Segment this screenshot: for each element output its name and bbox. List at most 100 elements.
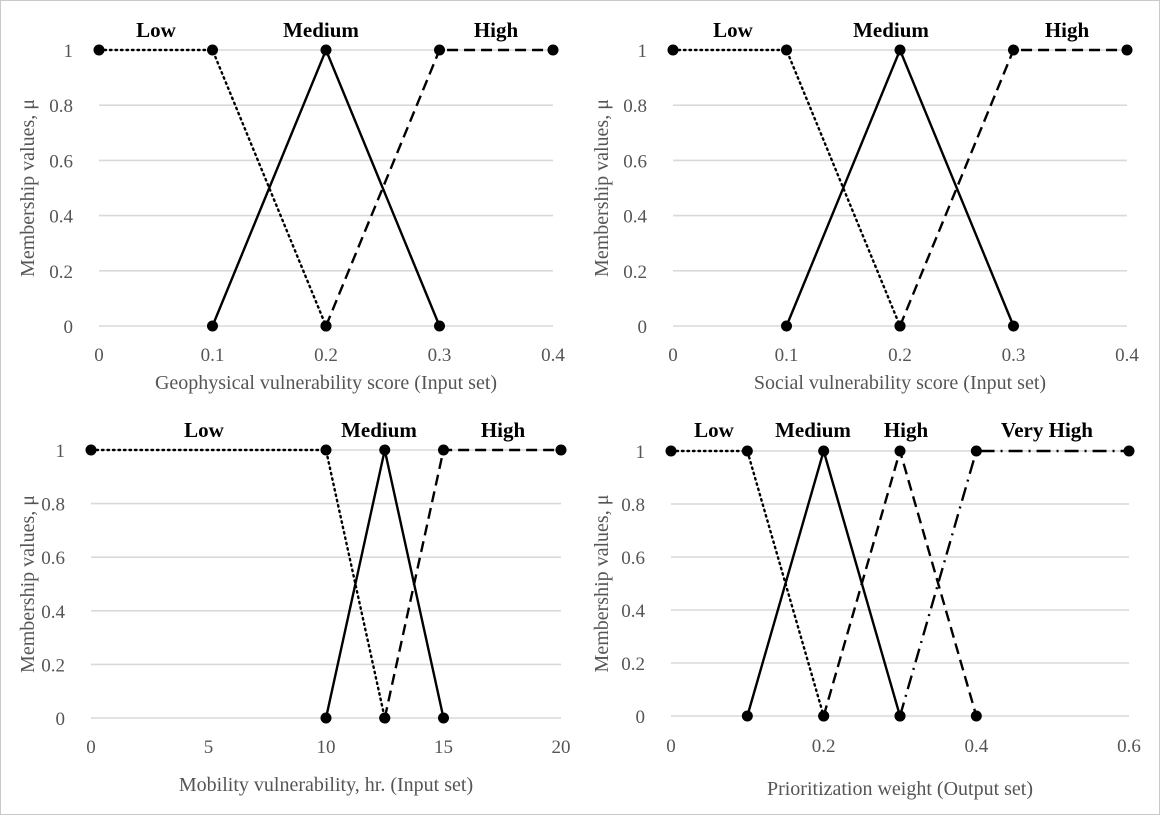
data-point bbox=[894, 445, 906, 457]
y-tick-label: 0.6 bbox=[41, 548, 65, 569]
data-point bbox=[894, 44, 906, 56]
data-point bbox=[547, 44, 559, 56]
series-label: Medium bbox=[283, 18, 359, 42]
series-medium: Medium bbox=[741, 418, 906, 722]
series-line bbox=[898, 449, 1129, 717]
y-tick-label: 0.6 bbox=[621, 548, 645, 569]
series-high: High bbox=[818, 418, 982, 722]
x-tick-label: 0.4 bbox=[1115, 345, 1139, 366]
series-high: High bbox=[894, 18, 1133, 332]
x-tick-label: 0.1 bbox=[775, 345, 799, 366]
x-axis-title: Prioritization weight (Output set) bbox=[767, 778, 1033, 800]
x-tick-label: 0.4 bbox=[964, 736, 988, 757]
series-label: Low bbox=[184, 418, 225, 442]
chart-social: 0 0.2 0.4 0.6 0.8 1 0 0.1 0.2 0.3 0.4 Social vulner… bbox=[591, 18, 1139, 394]
series-line bbox=[671, 48, 902, 328]
series-label: Low bbox=[136, 18, 177, 42]
data-point bbox=[320, 444, 332, 456]
data-point bbox=[894, 710, 906, 722]
y-tick-label: 0.8 bbox=[49, 96, 73, 117]
series-low: Low bbox=[93, 18, 332, 332]
series-label: Medium bbox=[775, 418, 851, 442]
x-tick-label: 0.3 bbox=[428, 345, 452, 366]
data-point bbox=[320, 44, 332, 56]
data-point bbox=[379, 444, 391, 456]
y-axis-title: Membership values, μ bbox=[17, 495, 39, 673]
data-point bbox=[379, 712, 391, 724]
data-point bbox=[818, 710, 830, 722]
series-line bbox=[898, 48, 1127, 327]
x-tick-label: 10 bbox=[317, 737, 336, 758]
y-axis-title: Membership values, μ bbox=[591, 495, 613, 673]
y-tick-label: 0.2 bbox=[621, 654, 645, 675]
data-point bbox=[555, 444, 567, 456]
data-point bbox=[781, 320, 792, 332]
data-point bbox=[894, 320, 906, 332]
series-line bbox=[324, 48, 553, 327]
x-axis-title: Mobility vulnerability, hr. (Input set) bbox=[179, 774, 473, 796]
x-axis-title: Geophysical vulnerability score (Input s… bbox=[155, 372, 497, 394]
series-line bbox=[211, 46, 441, 327]
x-tick-label: 0 bbox=[86, 737, 96, 758]
data-point bbox=[434, 320, 445, 332]
x-tick-label: 0.2 bbox=[812, 736, 836, 757]
data-point bbox=[93, 44, 105, 56]
series-label: High bbox=[474, 18, 519, 42]
series-label: High bbox=[884, 418, 929, 442]
series-line bbox=[89, 448, 386, 720]
x-tick-label: 0 bbox=[668, 345, 678, 366]
series-medium: Medium bbox=[320, 418, 449, 724]
y-tick-label: 0.6 bbox=[49, 151, 73, 172]
series-line bbox=[324, 449, 445, 719]
series-high: High bbox=[320, 18, 559, 332]
x-tick-label: 0.3 bbox=[1002, 345, 1026, 366]
y-tick-label: 0.4 bbox=[623, 207, 647, 228]
series-low: Low bbox=[665, 418, 830, 722]
series-label: Low bbox=[694, 418, 735, 442]
data-point bbox=[1008, 44, 1019, 56]
y-tick-label: 0.4 bbox=[49, 207, 73, 228]
data-point bbox=[320, 320, 332, 332]
data-point bbox=[665, 445, 677, 457]
series-label: Low bbox=[713, 18, 754, 42]
data-point bbox=[207, 44, 218, 56]
x-tick-label: 0.2 bbox=[314, 345, 338, 366]
y-tick-label: 0 bbox=[636, 707, 646, 728]
series-label: Medium bbox=[341, 418, 417, 442]
data-point bbox=[741, 710, 753, 722]
y-axis-title: Membership values, μ bbox=[17, 99, 39, 277]
data-point bbox=[667, 44, 679, 56]
y-tick-label: 1 bbox=[64, 41, 74, 62]
y-tick-label: 0.2 bbox=[49, 262, 73, 283]
x-tick-label: 0.6 bbox=[1117, 736, 1141, 757]
data-point bbox=[741, 445, 753, 457]
data-point bbox=[1121, 44, 1133, 56]
y-tick-label: 0.4 bbox=[621, 601, 645, 622]
y-tick-label: 0.8 bbox=[621, 495, 645, 516]
series-line bbox=[822, 446, 978, 717]
y-tick-label: 0.8 bbox=[41, 495, 65, 516]
data-point bbox=[818, 445, 830, 457]
y-tick-label: 0.8 bbox=[623, 96, 647, 117]
data-point bbox=[207, 320, 218, 332]
series-line bbox=[383, 448, 561, 719]
data-point bbox=[781, 44, 792, 56]
y-axis-title: Membership values, μ bbox=[591, 99, 613, 277]
data-point bbox=[85, 444, 97, 456]
x-tick-label: 20 bbox=[552, 737, 571, 758]
x-tick-label: 0.1 bbox=[201, 345, 225, 366]
data-point bbox=[1008, 320, 1019, 332]
x-axis-title: Social vulnerability score (Input set) bbox=[754, 372, 1046, 394]
y-tick-label: 0 bbox=[56, 709, 66, 730]
y-tick-label: 0.4 bbox=[41, 602, 65, 623]
series-line bbox=[746, 446, 902, 717]
y-tick-label: 0 bbox=[64, 317, 74, 338]
y-tick-label: 1 bbox=[638, 41, 648, 62]
x-tick-label: 0.4 bbox=[541, 345, 565, 366]
data-point bbox=[434, 44, 445, 56]
x-tick-label: 0 bbox=[666, 736, 676, 757]
x-tick-label: 0.2 bbox=[888, 345, 912, 366]
